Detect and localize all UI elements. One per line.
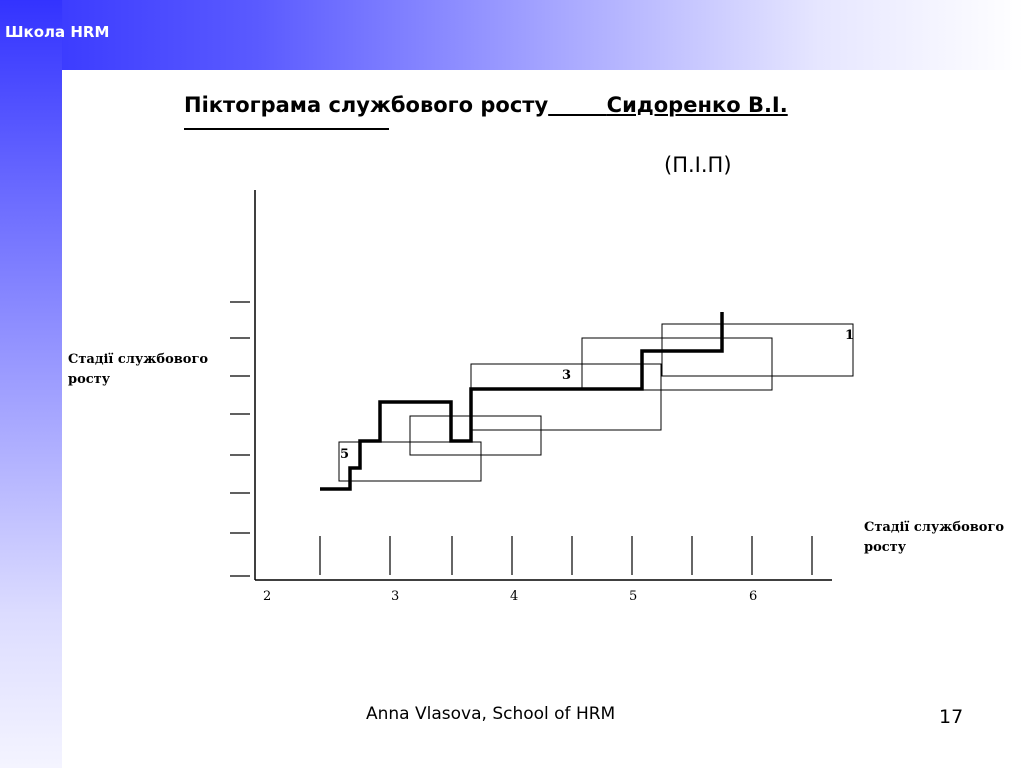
header-gradient-band [0, 0, 1024, 70]
left-gradient-band [0, 0, 62, 768]
box-label-1: 1 [845, 328, 854, 343]
x-tick-label-4: 4 [510, 589, 518, 604]
x-tick-label-6: 6 [749, 589, 757, 604]
title-name-text: Сидоренко В.І. [606, 93, 788, 117]
stage-boxes [338, 323, 854, 482]
brand-label: Школа HRM [5, 23, 110, 41]
career-path-line [320, 312, 724, 491]
page-number: 17 [939, 706, 964, 728]
x-tick-label-3: 3 [391, 589, 399, 604]
slide-title: Піктограма службового росту Сидоренко В.… [184, 93, 788, 117]
title-subtitle: (П.І.П) [664, 153, 732, 177]
title-underline [184, 128, 389, 130]
footer-author: Anna Vlasova, School of HRM [366, 704, 616, 724]
box-label-5: 5 [340, 447, 349, 462]
title-main: Піктограма службового росту [184, 93, 549, 117]
x-tick-label-2: 2 [263, 589, 271, 604]
x-axis-ticks [319, 536, 813, 575]
slide-content-area [62, 70, 1024, 768]
title-name: Сидоренко В.І. [548, 93, 788, 117]
y-axis-dashes [230, 301, 250, 577]
x-axis-label: Стадії службового росту [864, 520, 1005, 555]
stage-box-b [409, 415, 542, 456]
box-label-3: 3 [562, 368, 571, 383]
stage-box-d [581, 337, 773, 391]
y-axis-label: Стадії службового росту [68, 352, 209, 387]
x-tick-label-5: 5 [629, 589, 637, 604]
